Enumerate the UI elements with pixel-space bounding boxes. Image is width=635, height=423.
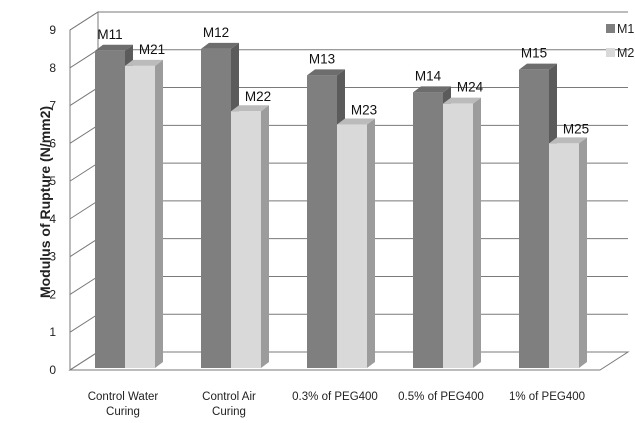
y-tick-label: 4 [49, 212, 56, 226]
bar-m1 [201, 48, 231, 369]
x-category-label: Curing [212, 406, 246, 418]
x-category-label: 0.5% of PEG400 [398, 391, 484, 403]
x-category-label: 0.3% of PEG400 [292, 391, 378, 403]
y-tick-label: 9 [49, 23, 56, 37]
bar-top [95, 44, 133, 51]
legend-label: M2 [617, 46, 634, 60]
gridline [69, 11, 628, 31]
bar-top [307, 69, 345, 76]
data-label: M23 [351, 102, 377, 117]
y-tick-label: 1 [49, 325, 56, 339]
data-labels: M11 M21 M12 M22 M13 M23 M14 M24 M15 M25 [97, 25, 589, 136]
data-label: M25 [563, 121, 589, 136]
bar-m2 [549, 143, 579, 368]
bar-m1 [413, 92, 443, 368]
data-label: M21 [139, 42, 165, 57]
bar-side [261, 105, 269, 368]
legend-swatch [606, 48, 615, 57]
legend-label: M1 [617, 22, 634, 36]
y-tick-label: 2 [49, 287, 56, 301]
bar-m2 [231, 111, 261, 368]
legend-swatch [606, 24, 615, 33]
legend: M1 M2 [606, 22, 634, 60]
data-label: M14 [415, 68, 442, 83]
bar-top [231, 105, 269, 112]
bar-m1 [95, 50, 125, 369]
axes: 0 1 2 3 4 5 6 7 8 9 Control Water Curing Control Air… [49, 23, 585, 418]
bar-top [125, 59, 163, 66]
bar-m2 [125, 65, 155, 368]
bar-side [367, 118, 375, 368]
bar-m1 [307, 75, 337, 368]
data-label: M22 [245, 89, 271, 104]
bar-top [337, 118, 375, 125]
y-tick-label: 5 [49, 174, 56, 188]
data-label: M12 [203, 25, 229, 40]
x-category-label: Curing [106, 406, 140, 418]
x-category-label: 1% of PEG400 [509, 391, 585, 403]
x-category-label: Control Water [88, 391, 159, 403]
bar-m2 [443, 103, 473, 369]
y-tick-label: 8 [49, 61, 56, 75]
bars [95, 42, 587, 369]
y-tick-label: 3 [49, 250, 56, 264]
bar-top [201, 42, 239, 49]
bar-side [579, 137, 587, 368]
bar-m1 [519, 69, 549, 369]
y-tick-label: 7 [49, 99, 56, 113]
y-tick-label: 0 [49, 363, 56, 377]
bar-top [519, 63, 557, 70]
y-axis-title: Modulus of Rupture (N/mm2) [37, 106, 53, 298]
side-wall [69, 11, 99, 371]
y-tick-label: 6 [49, 136, 56, 150]
bar-m2 [337, 124, 367, 368]
data-label: M24 [457, 80, 484, 95]
bar-top [549, 137, 587, 144]
data-label: M13 [309, 51, 335, 66]
x-category-label: Control Air [202, 391, 256, 403]
data-label: M11 [97, 27, 122, 42]
bar-top [413, 86, 451, 93]
bar-side [473, 97, 481, 369]
bar-top [443, 97, 481, 104]
bar-side [155, 59, 163, 369]
data-label: M15 [521, 46, 547, 61]
